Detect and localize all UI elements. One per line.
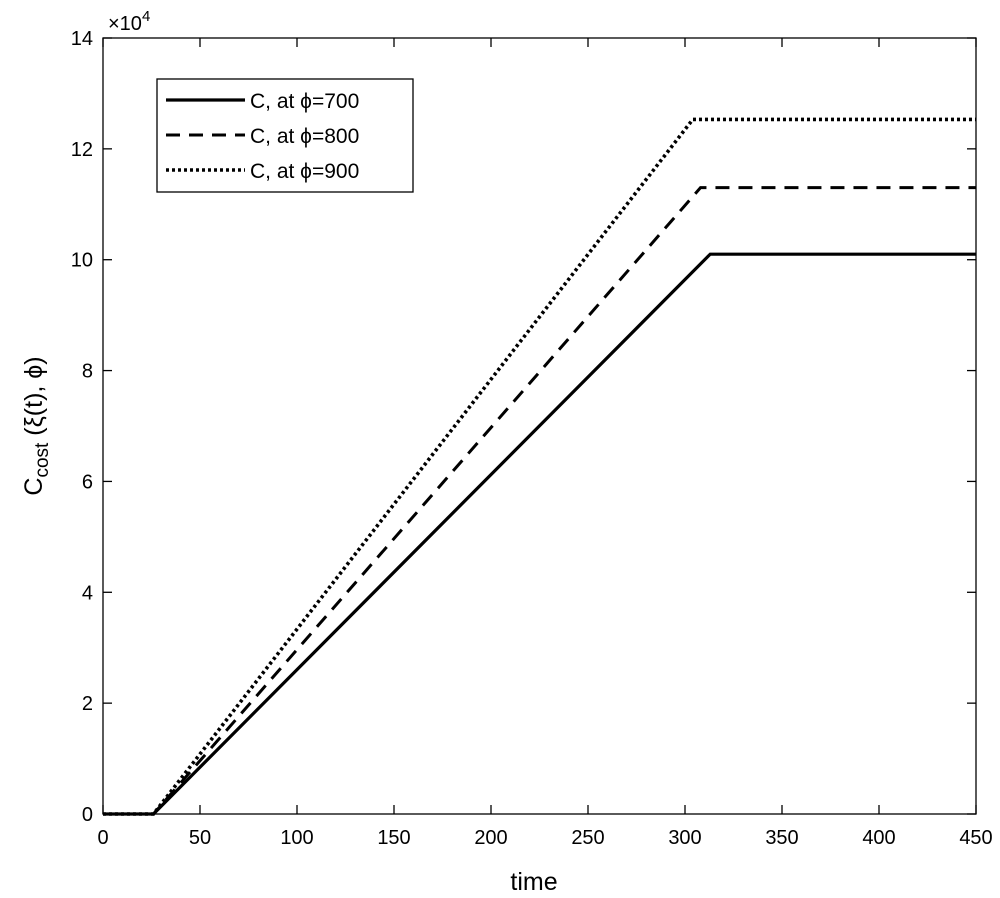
x-tick-label: 150 bbox=[377, 827, 410, 849]
y-tick-label: 8 bbox=[82, 361, 93, 383]
exponent-label: ×104 bbox=[108, 8, 150, 35]
x-tick-label: 350 bbox=[765, 827, 798, 849]
legend-label-2: C, at ϕ=800 bbox=[250, 125, 359, 148]
y-tick-label: 0 bbox=[82, 804, 93, 826]
x-tick-label: 200 bbox=[474, 827, 507, 849]
x-axis-title: time bbox=[510, 868, 557, 896]
y-axis-title: Ccost (ξ(t), ϕ) bbox=[20, 356, 53, 495]
ticks-layer: 0 50 100 150 200 250 300 350 400 450 0 2 4 6 8 10 12 14 bbox=[71, 28, 993, 849]
legend-label-3: C, at ϕ=900 bbox=[250, 160, 359, 183]
y-tick-label: 10 bbox=[71, 250, 93, 272]
x-tick-label: 0 bbox=[97, 827, 108, 849]
y-tick-label: 12 bbox=[71, 139, 93, 161]
x-tick-label: 400 bbox=[862, 827, 895, 849]
y-tick-label: 6 bbox=[82, 471, 93, 493]
x-tick-label: 100 bbox=[280, 827, 313, 849]
axes-layer bbox=[102, 37, 977, 815]
y-tick-label: 4 bbox=[82, 582, 93, 604]
y-tick-label: 14 bbox=[71, 28, 93, 50]
x-tick-label: 250 bbox=[571, 827, 604, 849]
x-tick-label: 50 bbox=[189, 827, 211, 849]
legend: C, at ϕ=700 C, at ϕ=800 C, at ϕ=900 bbox=[156, 78, 414, 193]
y-tick-label: 2 bbox=[82, 693, 93, 715]
axes-frame bbox=[102, 37, 977, 815]
legend-label-1: C, at ϕ=700 bbox=[250, 90, 359, 113]
x-tick-label: 300 bbox=[668, 827, 701, 849]
x-tick-label: 450 bbox=[959, 827, 992, 849]
